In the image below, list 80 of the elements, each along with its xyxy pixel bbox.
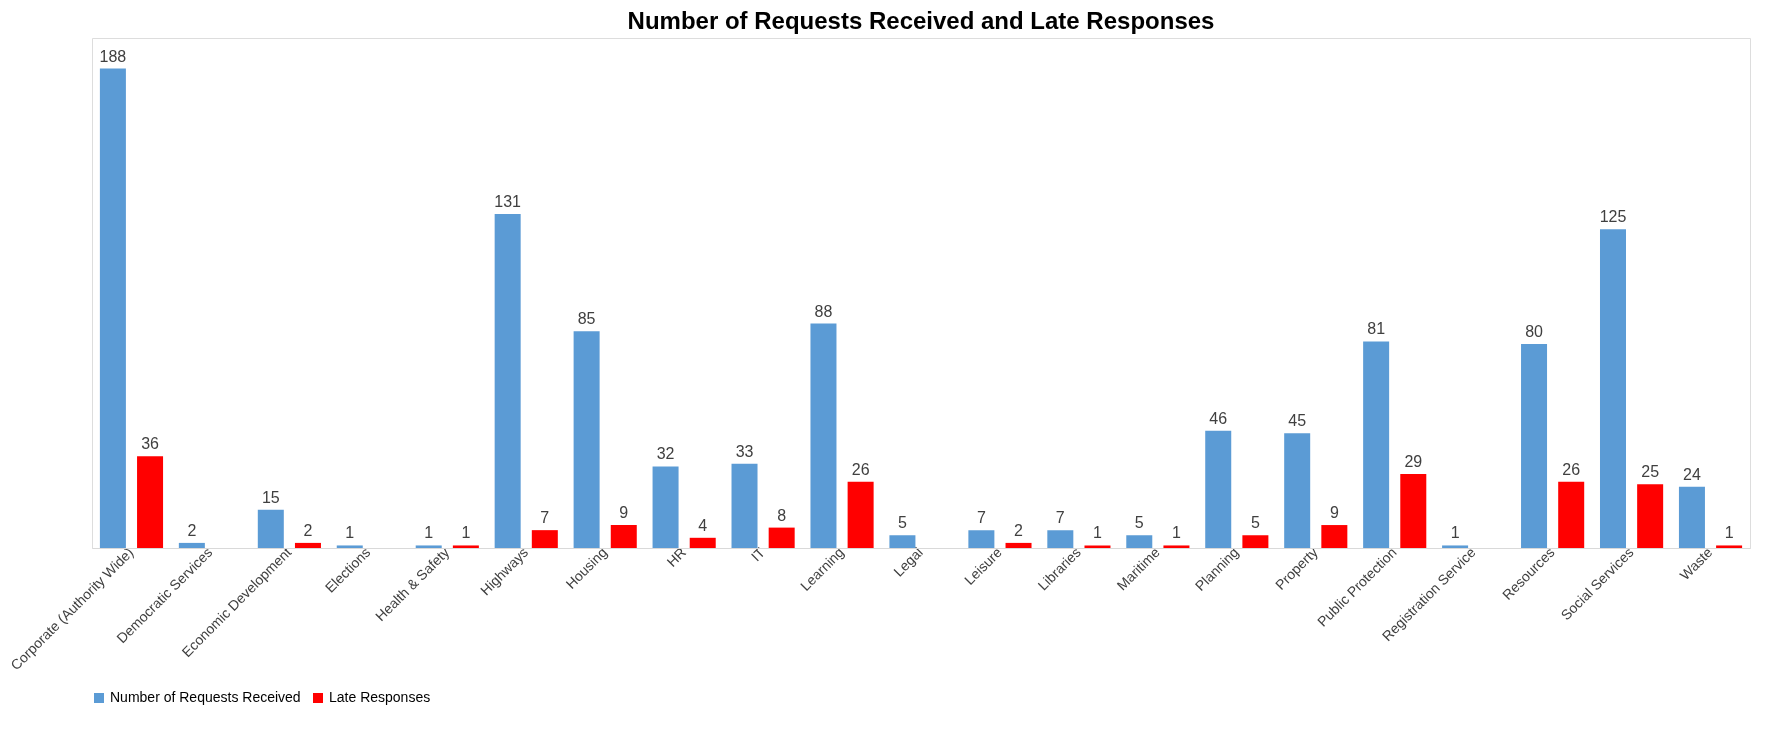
bar [494,213,521,548]
bar [257,509,284,548]
bar [1047,530,1074,548]
bar [1716,545,1743,548]
bar [1558,481,1585,548]
data-label: 1 [345,524,355,542]
chart-title: Number of Requests Received and Late Responses [627,7,1215,34]
data-label: 24 [1683,465,1701,483]
data-label: 45 [1288,412,1307,430]
bar [178,542,205,548]
bar [1163,545,1190,548]
legend-label: Number of Requests Received [110,689,301,705]
bar [1599,229,1626,548]
data-label: 36 [141,435,160,453]
bar [336,545,363,548]
data-label: 7 [1055,509,1065,527]
bar [1400,474,1427,548]
bar [1678,486,1705,548]
bar [1363,341,1390,548]
bar [1126,535,1153,548]
data-label: 15 [261,488,280,506]
bar [731,463,758,548]
data-label: 1 [1093,524,1103,542]
data-label: 1 [1724,524,1734,542]
legend-label: Late Responses [329,689,431,705]
data-label: 1 [1450,524,1460,542]
data-label: 81 [1367,320,1386,338]
data-label: 5 [897,514,907,532]
data-label: 2 [303,521,313,539]
bar [415,545,442,548]
bar [810,323,837,548]
bar [1205,430,1232,548]
data-label: 32 [656,445,675,463]
bar [531,530,558,548]
data-label: 46 [1209,409,1228,427]
data-label: 7 [976,509,986,527]
data-label: 188 [99,47,127,65]
bar [889,535,916,548]
data-label: 80 [1525,323,1544,340]
data-label: 26 [1562,460,1581,478]
data-label: 9 [619,504,629,522]
bar [294,542,321,548]
bar [610,525,637,548]
bar [768,527,795,548]
bar [968,530,995,548]
bar [137,456,164,548]
data-label: 26 [851,460,870,478]
bar [1321,525,1348,548]
bar [689,537,716,548]
bar [1637,484,1664,548]
data-label: 25 [1641,463,1660,481]
data-label: 1 [461,524,471,542]
data-label: 88 [814,302,833,320]
data-label: 1 [1171,524,1181,542]
bar [1521,344,1548,548]
x-tick-label: HR [663,544,690,570]
bar [1005,542,1032,548]
bar [1242,535,1269,548]
bar [452,545,479,548]
data-label: 29 [1404,453,1423,471]
data-label: 9 [1329,504,1339,522]
data-label: 4 [698,516,708,534]
bar [1442,545,1469,548]
bar [652,466,679,548]
bar [1084,545,1111,548]
data-label: 131 [494,192,522,210]
data-label: 85 [577,310,596,328]
data-label: 7 [540,509,550,527]
data-label: 1 [424,524,434,542]
bar [1284,433,1311,548]
data-label: 33 [735,442,754,460]
bar [99,68,126,548]
bar [573,331,600,548]
data-label: 125 [1599,208,1627,226]
data-label: 5 [1134,514,1144,532]
data-label: 2 [187,521,197,539]
data-label: 5 [1250,514,1260,532]
data-label: 2 [1014,521,1024,539]
bar [847,481,874,548]
data-label: 8 [777,506,787,524]
